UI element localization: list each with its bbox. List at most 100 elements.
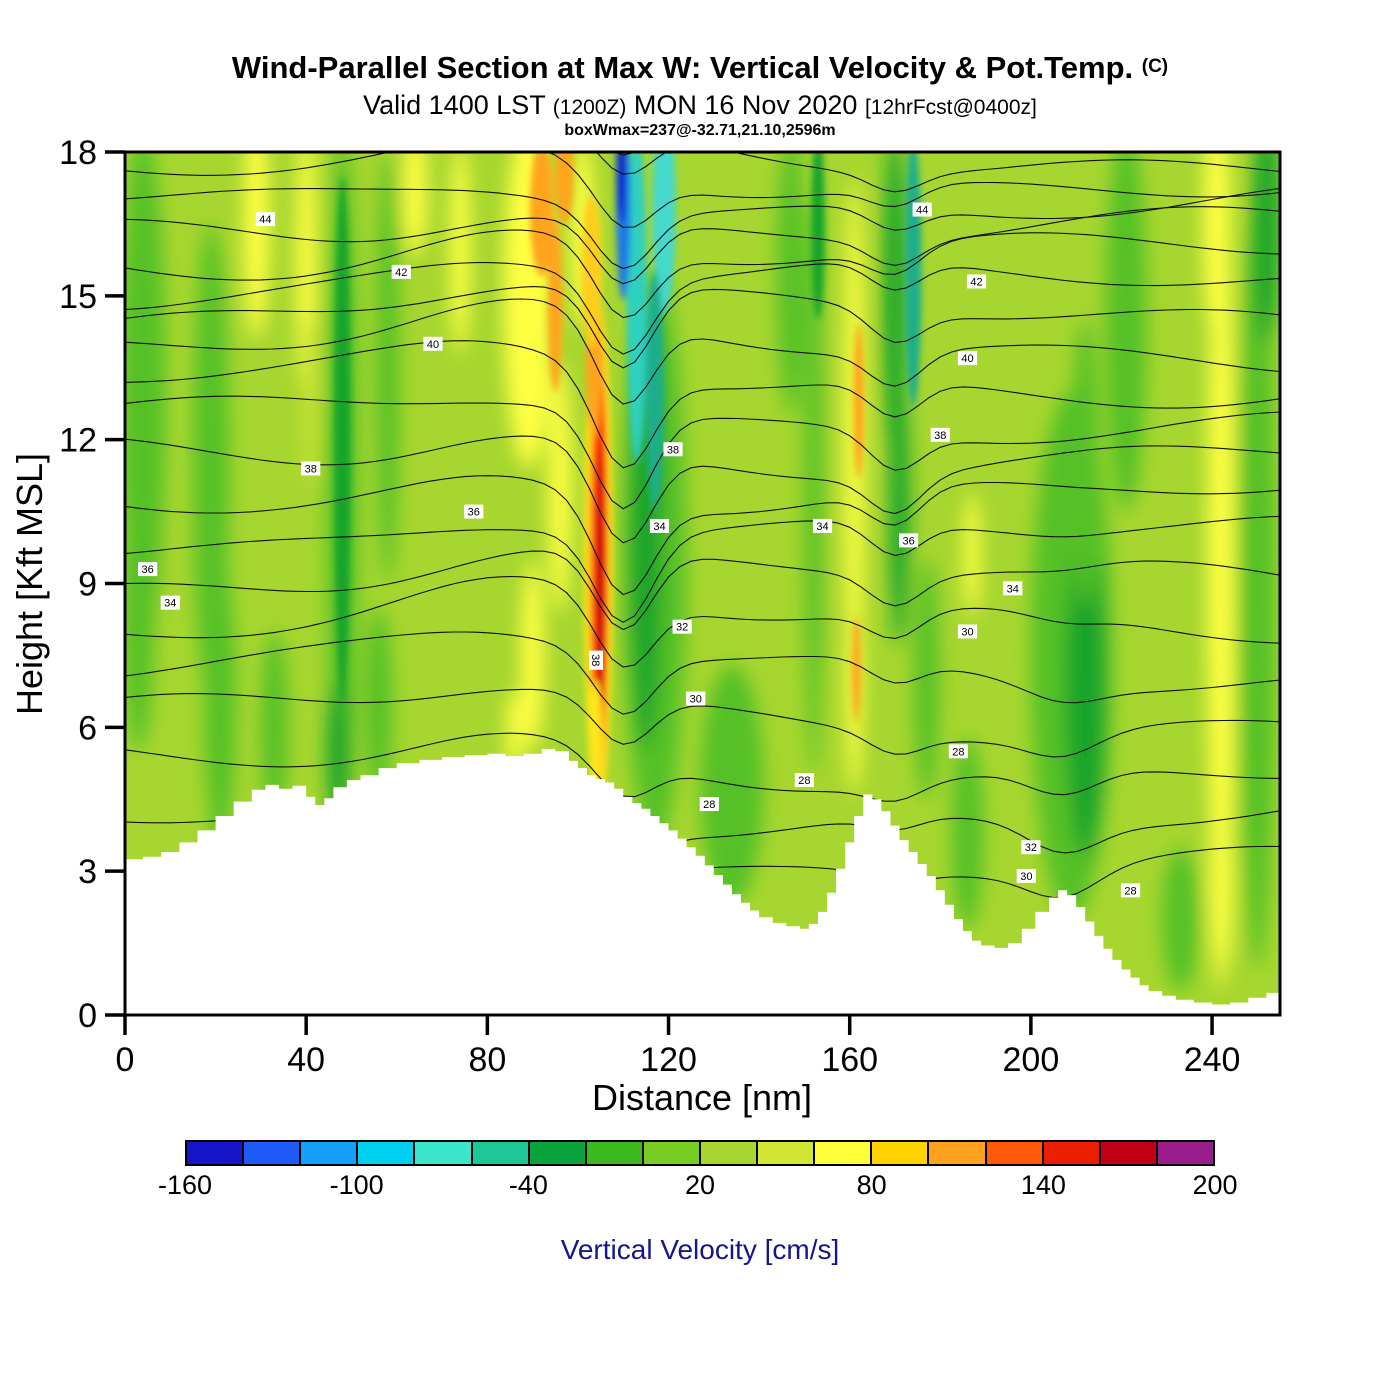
terrain-silhouette — [125, 748, 1280, 1015]
field-blob — [777, 152, 805, 416]
field-blob — [365, 607, 393, 800]
contour-label: 38 — [301, 461, 321, 476]
contour-label: 28 — [699, 797, 719, 812]
colorbar-tick-label: -160 — [157, 1170, 213, 1200]
contour-line — [125, 575, 1280, 668]
valid-zulu-text: (1200Z) — [552, 95, 627, 119]
contour-line — [125, 395, 1280, 510]
colorbar-tick-label: -100 — [329, 1170, 384, 1200]
colorbar-segment — [872, 1142, 930, 1164]
x-tick-label: 160 — [821, 1041, 878, 1079]
contour-label: 38 — [930, 427, 950, 442]
field-blob — [616, 152, 627, 224]
field-blob — [1207, 176, 1235, 991]
field-blob — [652, 152, 676, 315]
colorbar-segment — [815, 1142, 873, 1164]
svg-text:34: 34 — [653, 521, 665, 533]
colorbar-tick-labels: -160 -100 -40 20 80 140 200 — [158, 1170, 1238, 1206]
field-blob — [581, 195, 602, 349]
field-blob — [304, 315, 317, 488]
colorbar-segment — [1157, 1142, 1213, 1164]
valid-date-text: MON 16 Nov 2020 — [633, 89, 858, 120]
colorbar-tick-label: 140 — [1020, 1170, 1066, 1200]
x-tick-label: 240 — [1184, 1041, 1241, 1079]
field-blob — [520, 559, 545, 752]
contour-label: 30 — [1016, 868, 1036, 883]
field-blob — [529, 152, 554, 277]
svg-text:42: 42 — [970, 276, 982, 288]
contour-label: 38 — [589, 650, 604, 670]
field-blob — [804, 199, 823, 776]
x-tick-label: 80 — [468, 1041, 506, 1079]
colorbar-segment — [472, 1142, 530, 1164]
contour-label: 40 — [423, 336, 443, 351]
svg-text:30: 30 — [690, 694, 702, 706]
field-blob — [963, 492, 981, 617]
field-blob — [334, 176, 351, 704]
contour-label: 36 — [464, 504, 484, 519]
svg-text:42: 42 — [395, 267, 407, 279]
contour-line — [125, 298, 1280, 405]
svg-text:32: 32 — [1025, 842, 1037, 854]
svg-text:28: 28 — [1124, 885, 1136, 897]
field-blob — [403, 152, 427, 258]
colorbar-tick-label: 20 — [684, 1170, 716, 1200]
svg-text:28: 28 — [798, 775, 810, 787]
svg-text:32: 32 — [676, 622, 688, 634]
colorbar-segment — [1100, 1142, 1158, 1164]
svg-text:44: 44 — [259, 214, 271, 226]
contour-label: 40 — [957, 351, 978, 366]
contour-label: 28 — [1120, 883, 1141, 898]
svg-text:40: 40 — [427, 339, 439, 351]
contour-line — [613, 152, 636, 156]
colorbar-segment — [358, 1142, 416, 1164]
wmax-info-line: boxWmax=237@-32.71,21.10,2596m — [564, 121, 836, 139]
y-tick-label: 9 — [78, 566, 97, 604]
contour-label: 44 — [912, 202, 932, 217]
colorbar-segment — [643, 1142, 701, 1164]
contour-label: 32 — [1021, 840, 1041, 855]
field-blob — [125, 463, 155, 752]
x-tick-label: 0 — [116, 1041, 135, 1079]
field-blob — [904, 152, 922, 407]
x-tick-label: 120 — [640, 1041, 697, 1079]
contour-line — [125, 340, 1280, 469]
contour-label: 36 — [138, 562, 158, 577]
contour-line — [125, 229, 1280, 319]
contour-label: 32 — [672, 619, 692, 634]
contour-line — [125, 286, 1280, 369]
contour-line — [125, 515, 1280, 623]
field-blob — [260, 631, 289, 824]
field-blob — [1203, 152, 1231, 344]
valid-time-text: Valid 1400 LST — [363, 89, 546, 120]
field-blob — [555, 152, 574, 224]
contour-line — [125, 550, 1280, 631]
contour-label: 42 — [391, 264, 411, 279]
field-blob — [1252, 152, 1280, 344]
field-blob — [450, 152, 471, 354]
y-tick-label: 12 — [59, 422, 97, 460]
svg-text:40: 40 — [961, 353, 973, 365]
colorbar-segment — [415, 1142, 473, 1164]
cross-section-plot: 4442403836363438383432302844424038363430… — [9, 134, 1282, 1118]
svg-text:38: 38 — [934, 430, 946, 442]
field-blob — [951, 736, 984, 929]
field-blob — [626, 152, 647, 464]
page-title: Wind-Parallel Section at Max W: Vertical… — [0, 50, 1400, 86]
svg-text:28: 28 — [703, 799, 715, 811]
x-tick-label: 200 — [1003, 1041, 1060, 1079]
contour-line — [125, 688, 1280, 758]
colorbar-segment — [700, 1142, 759, 1164]
contour-label: 28 — [794, 773, 815, 788]
colorbar-title: Vertical Velocity [cm/s] — [560, 1234, 840, 1265]
contour-line — [596, 152, 1280, 193]
field-blob — [1162, 847, 1199, 991]
field-blob — [914, 559, 940, 800]
svg-text:38: 38 — [589, 654, 601, 666]
field-blob — [1105, 152, 1147, 512]
contour-line — [125, 262, 1280, 355]
field-blob — [645, 271, 665, 512]
colorbar-segment — [244, 1142, 302, 1164]
field-blob — [852, 617, 861, 723]
